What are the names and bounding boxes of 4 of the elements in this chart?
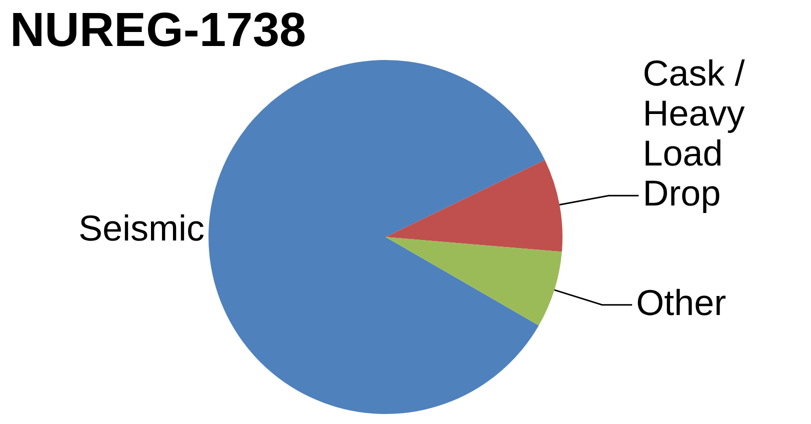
slice-label: Cask / Heavy Load Drop [642, 52, 745, 214]
slice-label: Seismic [78, 207, 204, 248]
chart-title: NUREG-1738 [10, 4, 306, 57]
slice-label: Other [636, 282, 726, 323]
